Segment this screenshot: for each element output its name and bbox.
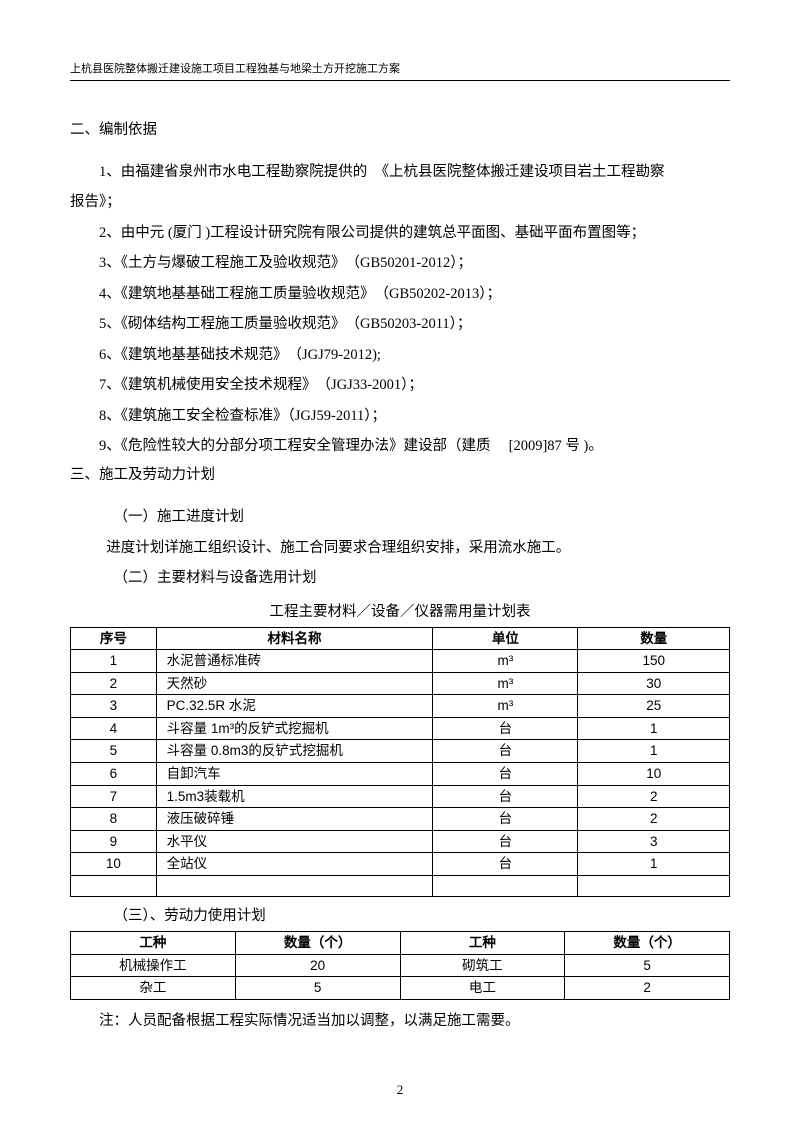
col-type-1: 工种 (71, 932, 236, 955)
table-row: 2天然砂m³30 (71, 672, 730, 695)
col-type-2: 工种 (400, 932, 565, 955)
basis-item-2: 2、由中元 (厦门 )工程设计研究院有限公司提供的建筑总平面图、基础平面布置图等… (70, 218, 730, 248)
table-row: 杂工5电工2 (71, 977, 730, 1000)
table-row: 机械操作工20砌筑工5 (71, 954, 730, 977)
table-cell: 2 (71, 672, 157, 695)
table-cell: 自卸汽车 (156, 762, 433, 785)
table-cell: 水平仪 (156, 830, 433, 853)
table-row: 9水平仪台3 (71, 830, 730, 853)
table-cell: 10 (578, 762, 730, 785)
table-cell: 1 (578, 717, 730, 740)
table-cell: 1 (578, 853, 730, 876)
table-cell: 1.5m3装载机 (156, 785, 433, 808)
table-cell (156, 875, 433, 896)
materials-table: 序号 材料名称 单位 数量 1水泥普通标准砖m³1502天然砂m³303PC.3… (70, 627, 730, 897)
subsection-2-title: （二）主要材料与设备选用计划 (70, 563, 730, 593)
table-cell: 水泥普通标准砖 (156, 650, 433, 673)
table-cell: 5 (235, 977, 400, 1000)
table-row: 3PC.32.5R 水泥m³25 (71, 695, 730, 718)
table-header-row: 序号 材料名称 单位 数量 (71, 627, 730, 650)
basis-item-1-cont: 报告》； (70, 187, 730, 217)
basis-item-7: 7、《建筑机械使用安全技术规程》 （JGJ33-2001）； (70, 370, 730, 400)
materials-table-title: 工程主要材料／设备／仪器需用量计划表 (70, 600, 730, 621)
subsection-1-desc: 进度计划详施工组织设计、施工合同要求合理组织安排，采用流水施工。 (70, 533, 730, 563)
table-row: 4斗容量 1m³的反铲式挖掘机台1 (71, 717, 730, 740)
basis-item-6: 6、《建筑地基基础技术规范》 （JGJ79-2012); (70, 340, 730, 370)
table-cell: 液压破碎锤 (156, 808, 433, 831)
table-cell: 25 (578, 695, 730, 718)
section-3-title: 三、施工及劳动力计划 (70, 461, 730, 490)
basis-item-1: 1、由福建省泉州市水电工程勘察院提供的 《上杭县医院整体搬迁建设项目岩土工程勘察 (70, 157, 730, 187)
table-cell: 1 (578, 740, 730, 763)
table-cell: 5 (565, 954, 730, 977)
table-cell: 20 (235, 954, 400, 977)
table-row: 1水泥普通标准砖m³150 (71, 650, 730, 673)
subsection-1-title: （一）施工进度计划 (70, 502, 730, 532)
document-header: 上杭县医院整体搬迁建设施工项目工程独基与地梁土方开挖施工方案 (70, 60, 730, 81)
table-cell: 5 (71, 740, 157, 763)
table-cell: 台 (433, 830, 578, 853)
table-cell (578, 875, 730, 896)
table-cell: m³ (433, 695, 578, 718)
table-cell: 台 (433, 717, 578, 740)
table-cell: 3 (71, 695, 157, 718)
table-cell (71, 875, 157, 896)
basis-item-4: 4、《建筑地基基础工程施工质量验收规范》 （GB50202-2013）； (70, 279, 730, 309)
page-number: 2 (0, 1082, 800, 1098)
section-2-title: 二、编制依据 (70, 116, 730, 145)
table-cell: 台 (433, 762, 578, 785)
table-cell: 8 (71, 808, 157, 831)
table-cell: 3 (578, 830, 730, 853)
table-cell: 斗容量 0.8m3的反铲式挖掘机 (156, 740, 433, 763)
table-cell: 4 (71, 717, 157, 740)
table-row: 71.5m3装载机台2 (71, 785, 730, 808)
col-seq: 序号 (71, 627, 157, 650)
table-cell: 台 (433, 740, 578, 763)
table-cell: 9 (71, 830, 157, 853)
col-name: 材料名称 (156, 627, 433, 650)
table-cell: 台 (433, 808, 578, 831)
table-cell: 30 (578, 672, 730, 695)
table-row: 10全站仪台1 (71, 853, 730, 876)
table-cell: PC.32.5R 水泥 (156, 695, 433, 718)
table-cell: 1 (71, 650, 157, 673)
table-cell: 2 (565, 977, 730, 1000)
table-cell: 砌筑工 (400, 954, 565, 977)
table-row: 6自卸汽车台10 (71, 762, 730, 785)
basis-item-3: 3、《土方与爆破工程施工及验收规范》 （GB50201-2012）； (70, 248, 730, 278)
basis-item-8: 8、《建筑施工安全检查标准》（JGJ59-2011）； (70, 401, 730, 431)
table-row (71, 875, 730, 896)
table-header-row: 工种 数量（个） 工种 数量（个） (71, 932, 730, 955)
footnote: 注：人员配备根据工程实际情况适当加以调整，以满足施工需要。 (70, 1006, 730, 1036)
table-row: 5斗容量 0.8m3的反铲式挖掘机台1 (71, 740, 730, 763)
table-cell (433, 875, 578, 896)
table-cell: 台 (433, 785, 578, 808)
table-cell: 杂工 (71, 977, 236, 1000)
col-unit: 单位 (433, 627, 578, 650)
subsection-3-title: （三）、劳动力使用计划 (70, 901, 730, 931)
table-cell: 台 (433, 853, 578, 876)
table-cell: 7 (71, 785, 157, 808)
col-qty-2: 数量（个） (565, 932, 730, 955)
table-cell: 全站仪 (156, 853, 433, 876)
table-cell: m³ (433, 672, 578, 695)
table-row: 8液压破碎锤台2 (71, 808, 730, 831)
col-qty-1: 数量（个） (235, 932, 400, 955)
table-cell: 6 (71, 762, 157, 785)
table-cell: 天然砂 (156, 672, 433, 695)
labor-table: 工种 数量（个） 工种 数量（个） 机械操作工20砌筑工5杂工5电工2 (70, 931, 730, 1000)
basis-item-5: 5、《砌体结构工程施工质量验收规范》 （GB50203-2011）； (70, 309, 730, 339)
table-cell: m³ (433, 650, 578, 673)
table-cell: 机械操作工 (71, 954, 236, 977)
table-cell: 2 (578, 785, 730, 808)
table-cell: 电工 (400, 977, 565, 1000)
col-qty: 数量 (578, 627, 730, 650)
table-cell: 2 (578, 808, 730, 831)
table-cell: 斗容量 1m³的反铲式挖掘机 (156, 717, 433, 740)
table-cell: 10 (71, 853, 157, 876)
table-cell: 150 (578, 650, 730, 673)
basis-item-9: 9、《危险性较大的分部分项工程安全管理办法》建设部（建质 [2009]87 号 … (70, 431, 730, 461)
